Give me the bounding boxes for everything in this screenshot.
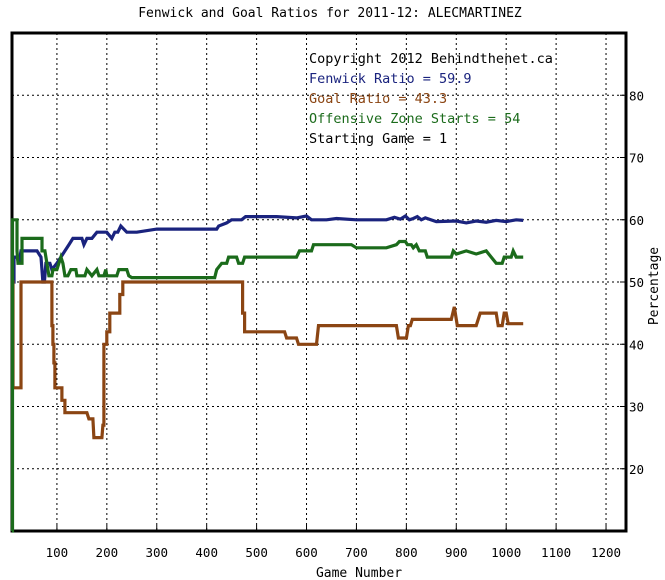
annotation-1: Copyright 2012 Behindthenet.ca [309,51,553,67]
chart-title: Fenwick and Goal Ratios for 2011-12: ALE… [138,6,522,21]
x-tick-label: 800 [395,545,418,560]
x-tick-label: 900 [445,545,468,560]
grid [12,33,626,531]
x-tick-label: 400 [195,545,218,560]
y-tick-label: 80 [629,88,644,103]
series-line-2 [11,280,524,440]
y-tick-label: 70 [629,151,644,166]
y-tick-label: 60 [629,213,644,228]
y-tick-label: 30 [629,400,644,415]
y-tick-label: 20 [629,462,644,477]
x-tick-label: 200 [96,545,119,560]
x-tick-label: 700 [345,545,368,560]
x-axis-title: Game Number [316,566,402,580]
annotation-5: Starting Game = 1 [309,131,447,147]
series-line-3 [10,218,524,533]
x-tick-label: 100 [46,545,69,560]
annotations: Copyright 2012 Behindthenet.ca Fenwick Ra… [309,51,553,147]
x-tick-label: 1000 [491,545,521,560]
x-tick-label: 1100 [541,545,571,560]
annotation-3: Goal Ratio = 43.3 [309,91,447,107]
series-group [10,213,524,533]
annotation-2: Fenwick Ratio = 59.9 [309,71,472,87]
x-tick-label: 300 [145,545,168,560]
annotation-4: Offensive Zone Starts = 54 [309,111,520,127]
x-tick-label: 500 [245,545,268,560]
y-tick-label: 40 [629,337,644,352]
x-tick-label: 1200 [591,545,621,560]
y-axis: 20 30 40 50 60 70 80 [620,88,644,477]
y-axis-title: Percentage [647,247,662,325]
x-axis: 100 200 300 400 500 600 700 800 900 1000 1100 1200 [46,525,621,560]
x-tick-label: 600 [295,545,318,560]
y-tick-label: 50 [629,275,644,290]
